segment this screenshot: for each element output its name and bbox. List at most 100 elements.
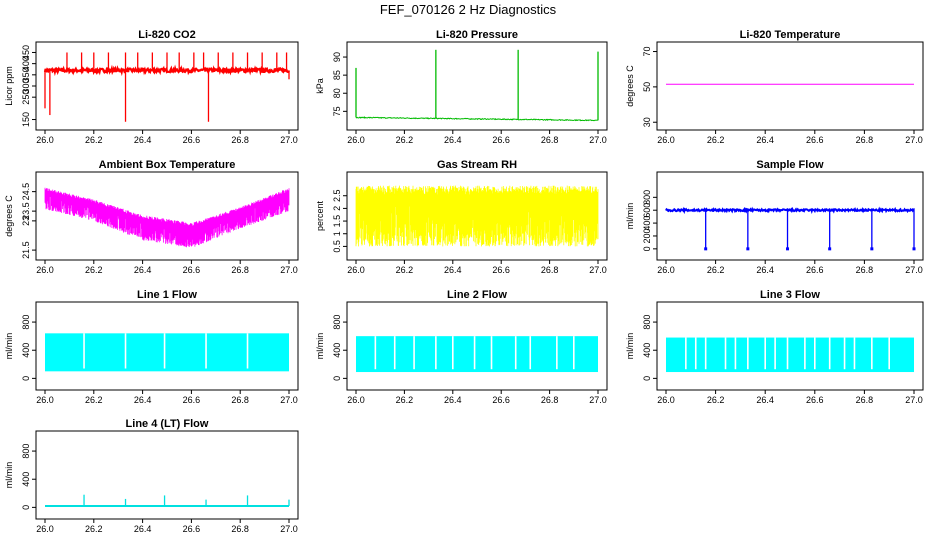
x-tick-label: 26.0 bbox=[36, 265, 54, 275]
x-tick-label: 26.6 bbox=[183, 135, 201, 145]
y-tick-label: 400 bbox=[21, 343, 31, 358]
plot-frame bbox=[656, 171, 924, 261]
x-tick-label: 26.2 bbox=[85, 265, 103, 275]
y-tick-label: 75 bbox=[332, 106, 342, 116]
x-tick-label: 26.4 bbox=[134, 135, 152, 145]
plot-frame bbox=[35, 301, 299, 391]
series-area bbox=[355, 185, 599, 247]
x-tick-label: 26.6 bbox=[806, 395, 824, 405]
y-axis-label: degrees C bbox=[625, 65, 635, 107]
panel-title: Li-820 Temperature bbox=[740, 29, 841, 41]
y-axis-label: Licor ppm bbox=[4, 66, 14, 106]
y-axis-label: ml/min bbox=[4, 333, 14, 360]
y-tick-label: 300 bbox=[21, 78, 31, 93]
x-tick-label: 26.0 bbox=[347, 395, 365, 405]
panel-line3: Line 3 Flow 26.0 26.2 26.4 26.6 26.8 27.0 0 400 8… bbox=[625, 289, 924, 405]
y-tick-label: 2.5 bbox=[332, 189, 342, 202]
y-axis-label: ml/min bbox=[625, 203, 635, 230]
panel-title: Line 2 Flow bbox=[447, 289, 507, 301]
x-tick-label: 27.0 bbox=[905, 395, 923, 405]
y-tick-label: 400 bbox=[21, 472, 31, 487]
panel-title: Line 4 (LT) Flow bbox=[126, 418, 209, 430]
x-tick-label: 26.2 bbox=[707, 265, 725, 275]
x-tick-label: 26.6 bbox=[492, 135, 510, 145]
y-tick-label: 400 bbox=[332, 343, 342, 358]
panel-boxtemp: Ambient Box Temperature 26.0 26.2 26.4 26.6 2… bbox=[4, 159, 299, 275]
panel-pressure: Li-820 Pressure 26.0 26.2 26.4 26.6 26.8 27.0 7… bbox=[315, 29, 608, 145]
x-tick-label: 26.0 bbox=[347, 265, 365, 275]
plot-frame bbox=[346, 171, 608, 261]
plot-frame bbox=[35, 171, 299, 261]
x-tick-label: 26.4 bbox=[756, 135, 774, 145]
x-tick-label: 26.4 bbox=[444, 135, 462, 145]
y-axis-label: kPa bbox=[315, 78, 325, 94]
y-tick-label: 800 bbox=[642, 190, 652, 205]
x-tick-label: 27.0 bbox=[589, 395, 607, 405]
y-tick-label: 800 bbox=[21, 315, 31, 330]
y-tick-label: 600 bbox=[642, 203, 652, 218]
panel-sampleflow: Sample Flow 26.0 26.2 26.4 26.6 26.8 27.0 0 2004… bbox=[625, 159, 924, 275]
x-tick-label: 26.8 bbox=[541, 395, 559, 405]
y-tick-label: 0 bbox=[21, 505, 31, 510]
x-tick-label: 26.4 bbox=[134, 265, 152, 275]
x-tick-label: 26.6 bbox=[183, 524, 201, 534]
y-axis-label: ml/min bbox=[625, 333, 635, 360]
plot-frame bbox=[656, 41, 924, 131]
panel-co2: Li-820 CO2 26.0 26.2 26.4 26.6 26.8 27.0 150 250… bbox=[4, 29, 299, 145]
y-tick-label: 24.5 bbox=[21, 183, 31, 201]
series-area bbox=[44, 187, 290, 248]
x-tick-label: 26.6 bbox=[492, 395, 510, 405]
series-point bbox=[786, 247, 790, 251]
x-tick-label: 26.2 bbox=[396, 265, 414, 275]
panel-title: Li-820 Pressure bbox=[436, 29, 518, 41]
panel-temperature: Li-820 Temperature 26.0 26.2 26.4 26.6 26.8 27… bbox=[625, 29, 924, 145]
panel-rh: Gas Stream RH 26.0 26.2 26.4 26.6 26.8 27.0 0.5… bbox=[315, 159, 608, 275]
y-tick-label: 400 bbox=[21, 56, 31, 71]
x-tick-label: 27.0 bbox=[280, 135, 298, 145]
figure-title: FEF_070126 2 Hz Diagnostics bbox=[379, 2, 557, 17]
x-tick-label: 27.0 bbox=[589, 135, 607, 145]
x-tick-label: 26.6 bbox=[806, 265, 824, 275]
y-tick-label: 450 bbox=[21, 45, 31, 60]
x-tick-label: 26.4 bbox=[444, 395, 462, 405]
x-tick-label: 26.0 bbox=[36, 395, 54, 405]
y-tick-label: 2 bbox=[332, 206, 342, 211]
panel-title: Li-820 CO2 bbox=[138, 29, 195, 41]
panel-title: Ambient Box Temperature bbox=[99, 159, 236, 171]
x-tick-label: 27.0 bbox=[280, 395, 298, 405]
y-tick-label: 800 bbox=[21, 444, 31, 459]
x-tick-label: 26.6 bbox=[183, 395, 201, 405]
x-tick-label: 26.8 bbox=[231, 265, 249, 275]
x-tick-label: 27.0 bbox=[280, 524, 298, 534]
x-tick-label: 26.0 bbox=[347, 135, 365, 145]
x-tick-label: 26.2 bbox=[396, 135, 414, 145]
plot-frame bbox=[346, 301, 608, 391]
x-tick-label: 26.4 bbox=[756, 395, 774, 405]
x-tick-label: 26.0 bbox=[36, 135, 54, 145]
panel-title: Line 1 Flow bbox=[137, 289, 197, 301]
y-tick-label: 1.5 bbox=[332, 215, 342, 228]
x-tick-label: 26.8 bbox=[856, 395, 874, 405]
y-tick-label: 0.5 bbox=[332, 240, 342, 253]
series-band bbox=[45, 333, 289, 372]
x-tick-label: 26.0 bbox=[657, 395, 675, 405]
x-tick-label: 26.2 bbox=[85, 395, 103, 405]
x-tick-label: 27.0 bbox=[905, 135, 923, 145]
x-tick-label: 26.2 bbox=[85, 524, 103, 534]
plot-frame bbox=[35, 430, 299, 520]
panel-line2: Line 2 Flow 26.0 26.2 26.4 26.6 26.8 27.0 0 400 8… bbox=[315, 289, 608, 405]
series-line bbox=[43, 64, 290, 77]
y-tick-label: 0 bbox=[642, 246, 652, 251]
x-tick-label: 26.0 bbox=[36, 524, 54, 534]
y-tick-label: 250 bbox=[21, 90, 31, 105]
x-tick-label: 26.4 bbox=[134, 395, 152, 405]
series-line bbox=[665, 206, 915, 215]
x-tick-label: 26.6 bbox=[183, 265, 201, 275]
y-tick-label: 0 bbox=[642, 376, 652, 381]
y-tick-label: 30 bbox=[642, 117, 652, 127]
y-tick-label: 85 bbox=[332, 70, 342, 80]
y-tick-label: 400 bbox=[642, 216, 652, 231]
plot-frame bbox=[656, 301, 924, 391]
y-axis-label: percent bbox=[315, 200, 325, 231]
